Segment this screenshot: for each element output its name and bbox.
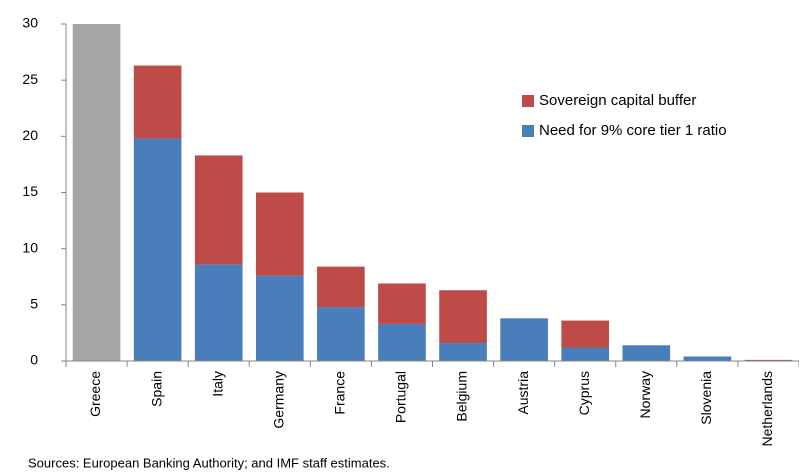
x-tick-label: Germany [270, 371, 286, 429]
x-tick-label: Netherlands [759, 371, 775, 447]
bar-segment [439, 343, 487, 361]
bar-segment [317, 266, 365, 308]
bar-segment [622, 345, 671, 361]
bar-segment [133, 138, 182, 361]
source-note: Sources: European Banking Authority; and… [28, 455, 390, 470]
legend-swatch [522, 125, 534, 137]
x-tick-label: Greece [87, 371, 103, 417]
x-tick-label: Norway [637, 371, 653, 418]
bar-segment [317, 307, 365, 361]
x-tick-label: Cyprus [576, 371, 592, 415]
y-tick-label: 20 [22, 127, 38, 143]
bar-segment [255, 275, 304, 361]
bar-segment [439, 290, 487, 344]
bar-segment [72, 24, 121, 361]
bar-segment [561, 320, 610, 348]
bar-segment [378, 283, 426, 324]
bar-segment [378, 323, 426, 361]
bar-segment [561, 347, 610, 361]
y-tick-label: 5 [30, 296, 38, 312]
bar-segment [683, 356, 732, 361]
bar-segment [500, 318, 548, 361]
x-tick-label: Portugal [393, 371, 409, 423]
legend-swatch [522, 95, 534, 107]
x-tick-label: Austria [515, 371, 531, 415]
y-tick-label: 30 [22, 15, 38, 31]
x-tick-label: France [332, 371, 348, 415]
x-tick-label: Belgium [454, 371, 470, 422]
bar-segment [133, 65, 182, 139]
y-tick-label: 10 [22, 239, 38, 255]
x-tick-label: Spain [148, 371, 164, 407]
y-tick-label: 15 [22, 183, 38, 199]
bar-segment [255, 192, 304, 276]
legend-label: Sovereign capital buffer [539, 92, 696, 109]
bar-segment [744, 359, 793, 361]
x-tick-label: Italy [209, 371, 225, 397]
legend-label: Need for 9% core tier 1 ratio [539, 122, 727, 139]
y-tick-label: 25 [22, 71, 38, 87]
bar-segment [194, 264, 243, 361]
y-tick-label: 0 [30, 352, 38, 368]
x-tick-label: Slovenia [698, 371, 714, 425]
bar-segment [194, 155, 243, 265]
